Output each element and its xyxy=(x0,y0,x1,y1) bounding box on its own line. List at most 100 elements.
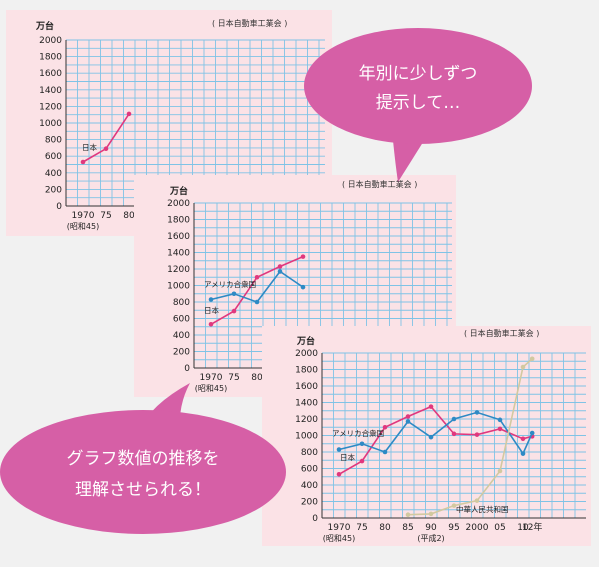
series-日本: 日本 xyxy=(336,404,535,477)
x-tick-label: 1970 xyxy=(72,211,95,221)
callout-bottom-line-2: 理解させられる！ xyxy=(75,480,211,500)
callout-top: 年別に少しずつ 提示して… xyxy=(304,28,532,182)
x-tick-label: 90 xyxy=(425,523,437,533)
data-point xyxy=(231,291,237,297)
y-tick-label: 1600 xyxy=(167,232,190,242)
data-point xyxy=(405,414,411,419)
y-tick-label: 200 xyxy=(45,185,62,195)
series-中華人民共和国: 中華人民共和国 xyxy=(405,356,535,517)
data-point xyxy=(497,417,503,423)
y-tick-label: 1000 xyxy=(39,119,62,129)
y-tick-label: 1000 xyxy=(295,432,318,442)
y-tick-label: 1200 xyxy=(167,265,190,275)
data-point xyxy=(208,321,214,327)
x-tick-label: 75 xyxy=(100,211,111,221)
chart-panel-3: 万台 ( 日本自動車工業会 ) 0 200 400 600 800 1000 1200 140… xyxy=(262,326,591,546)
y-tick-label: 200 xyxy=(173,348,190,358)
data-point xyxy=(300,254,306,259)
series-line xyxy=(338,411,533,456)
x-tick-label: 80 xyxy=(379,523,391,533)
y-tick-label: 1800 xyxy=(295,366,318,376)
series-アメリカ合衆国: アメリカ合衆国 xyxy=(204,269,306,305)
y-tick-label: 1800 xyxy=(167,216,190,226)
data-point xyxy=(497,468,503,474)
data-point xyxy=(428,404,434,409)
series-日本: 日本 xyxy=(80,111,132,165)
data-point xyxy=(80,159,86,165)
y-tick-label: 200 xyxy=(301,498,318,508)
x-tick-label: 12年 xyxy=(522,521,542,533)
callout-bottom-bubble xyxy=(0,410,286,534)
data-point xyxy=(277,269,283,274)
y-tick-label: 600 xyxy=(301,465,318,475)
y-tick-label: 400 xyxy=(45,169,62,179)
x-tick-label: 85 xyxy=(402,523,413,533)
data-point xyxy=(103,146,109,152)
y-tick-label: 1400 xyxy=(39,86,62,96)
data-point xyxy=(497,426,503,432)
data-point xyxy=(520,451,526,456)
y-tick-label: 1600 xyxy=(39,69,62,79)
source-label-1: ( 日本自動車工業会 ) xyxy=(212,18,287,28)
data-point xyxy=(277,264,283,269)
x-tick-label: 10 xyxy=(517,523,529,533)
callout-bottom: グラフ数値の推移を 理解させられる！ xyxy=(0,383,286,534)
y-tick-label: 1800 xyxy=(39,53,62,63)
callout-top-line-1: 年別に少しずつ xyxy=(359,64,478,84)
data-point xyxy=(405,419,411,424)
source-label-2: ( 日本自動車工業会 ) xyxy=(342,179,417,189)
data-point xyxy=(428,511,434,517)
x-tick-label: 05 xyxy=(494,523,505,533)
y-tick-label: 2000 xyxy=(39,36,62,46)
x-tick-label: 80 xyxy=(123,211,135,221)
data-point xyxy=(336,447,342,452)
data-point xyxy=(126,111,132,117)
data-point xyxy=(474,432,480,437)
plot-area-3: 0 200 400 600 800 1000 1200 1400 1600 1800 2000 197… xyxy=(295,349,586,543)
x-tick-sublabel: (昭和45) xyxy=(323,534,355,543)
y-tick-label: 2000 xyxy=(167,199,190,209)
grid-vertical xyxy=(321,353,576,518)
series-label: 中華人民共和国 xyxy=(456,504,509,514)
data-point xyxy=(359,441,365,447)
y-tick-label: 2000 xyxy=(295,349,318,359)
data-point xyxy=(520,436,526,442)
data-point xyxy=(336,471,342,477)
data-point xyxy=(382,424,388,430)
data-point xyxy=(231,308,237,314)
series-label: 日本 xyxy=(204,305,219,315)
series-日本: 日本 xyxy=(204,254,306,327)
data-point xyxy=(359,458,365,464)
y-tick-label: 1000 xyxy=(167,282,190,292)
data-point xyxy=(382,449,388,455)
data-point xyxy=(254,299,260,305)
series-アメリカ合衆国: アメリカ合衆国 xyxy=(332,410,535,456)
series-label: 日本 xyxy=(82,142,97,152)
x-tick-label: 1970 xyxy=(328,523,351,533)
y-tick-label: 1200 xyxy=(39,102,62,112)
data-point xyxy=(474,410,480,415)
x-tick-label: 75 xyxy=(228,373,239,383)
data-point xyxy=(529,356,535,362)
y-tick-label: 600 xyxy=(45,152,62,162)
unit-label-3: 万台 xyxy=(296,335,315,347)
y-tick-label: 0 xyxy=(312,514,318,524)
x-tick-label: 2000 xyxy=(466,523,489,533)
callout-bottom-line-1: グラフ数値の推移を xyxy=(67,449,220,469)
x-tick-label: 95 xyxy=(448,523,459,533)
y-tick-label: 1400 xyxy=(295,399,318,409)
y-tick-label: 1400 xyxy=(167,249,190,259)
series-line xyxy=(338,405,533,475)
data-point xyxy=(451,503,457,508)
y-tick-label: 800 xyxy=(301,448,318,458)
x-tick-label: 1970 xyxy=(200,373,223,383)
series-label: 日本 xyxy=(340,452,355,462)
y-tick-label: 0 xyxy=(184,364,190,374)
data-point xyxy=(474,498,480,503)
y-tick-label: 1600 xyxy=(295,382,318,392)
x-tick-label: 80 xyxy=(251,373,263,383)
y-tick-label: 1200 xyxy=(295,415,318,425)
x-tick-label: 75 xyxy=(356,523,367,533)
data-point xyxy=(208,297,214,302)
callout-top-bubble xyxy=(304,28,532,144)
